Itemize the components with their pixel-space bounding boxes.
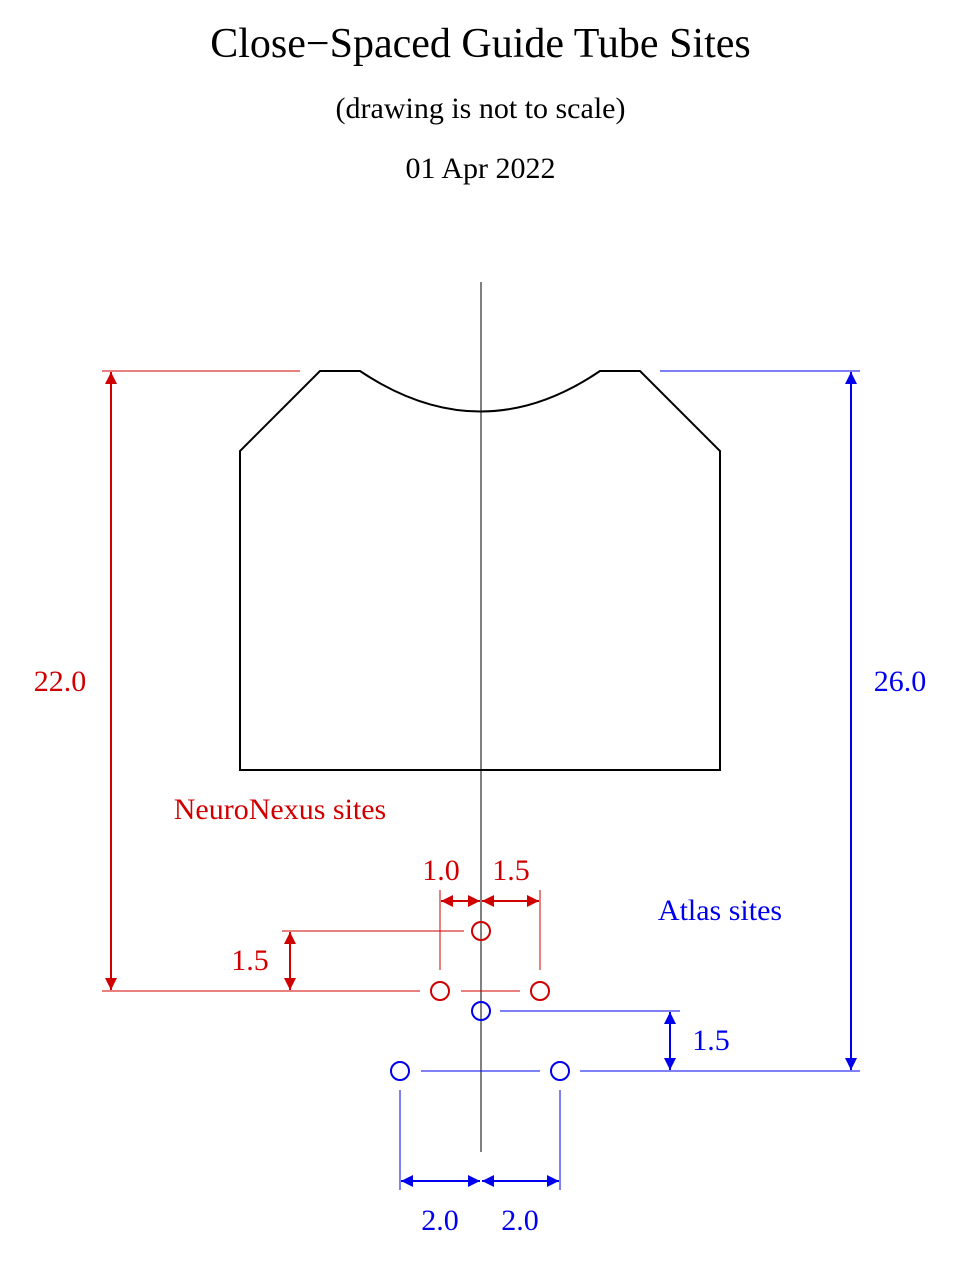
nn-row-spacing-label: 1.5 [231, 944, 269, 977]
nn-left-offset-label: 1.0 [422, 854, 460, 887]
housing-outline [239, 370, 721, 771]
atlas-site-right [550, 1061, 570, 1081]
atlas-group: 26.0 Atlas sites 1.5 2.0 2.0 [390, 370, 927, 1237]
nn-right-offset-label: 1.5 [492, 854, 530, 887]
atlas-site-top [471, 1001, 491, 1021]
nn-height-label: 22.0 [34, 665, 87, 698]
diagram-subtitle: (drawing is not to scale) [335, 92, 626, 125]
atlas-row-spacing-label: 1.5 [692, 1024, 730, 1057]
nn-sites-label: NeuroNexus sites [174, 793, 386, 826]
atlas-site-left [390, 1061, 410, 1081]
atlas-right-offset-label: 2.0 [501, 1204, 539, 1237]
atlas-left-offset-label: 2.0 [421, 1204, 459, 1237]
nn-site-left [430, 981, 450, 1001]
neuronexus-group: 22.0 NeuroNexus sites 1.5 1.0 1.5 [34, 370, 550, 1001]
nn-site-right [530, 981, 550, 1001]
diagram-title: Close−Spaced Guide Tube Sites [210, 21, 751, 67]
diagram-date: 01 Apr 2022 [405, 152, 556, 185]
atlas-sites-label: Atlas sites [658, 894, 782, 927]
atlas-height-label: 26.0 [874, 665, 927, 698]
nn-site-top [471, 921, 491, 941]
